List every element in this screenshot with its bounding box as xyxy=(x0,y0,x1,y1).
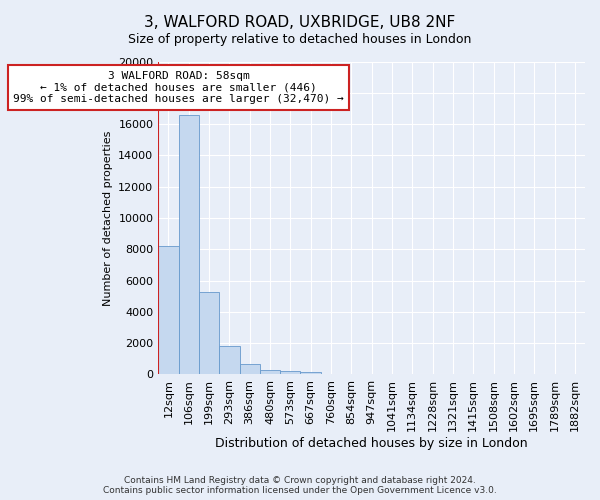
Bar xyxy=(260,370,280,374)
Bar xyxy=(179,114,199,374)
Text: 3, WALFORD ROAD, UXBRIDGE, UB8 2NF: 3, WALFORD ROAD, UXBRIDGE, UB8 2NF xyxy=(145,15,455,30)
Text: Size of property relative to detached houses in London: Size of property relative to detached ho… xyxy=(128,32,472,46)
Bar xyxy=(280,372,301,374)
Bar xyxy=(158,246,179,374)
Text: 3 WALFORD ROAD: 58sqm
← 1% of detached houses are smaller (446)
99% of semi-deta: 3 WALFORD ROAD: 58sqm ← 1% of detached h… xyxy=(13,71,344,104)
X-axis label: Distribution of detached houses by size in London: Distribution of detached houses by size … xyxy=(215,437,528,450)
Bar xyxy=(219,346,239,374)
Y-axis label: Number of detached properties: Number of detached properties xyxy=(103,130,113,306)
Bar xyxy=(199,292,219,374)
Bar xyxy=(239,364,260,374)
Bar xyxy=(301,372,321,374)
Text: Contains HM Land Registry data © Crown copyright and database right 2024.
Contai: Contains HM Land Registry data © Crown c… xyxy=(103,476,497,495)
